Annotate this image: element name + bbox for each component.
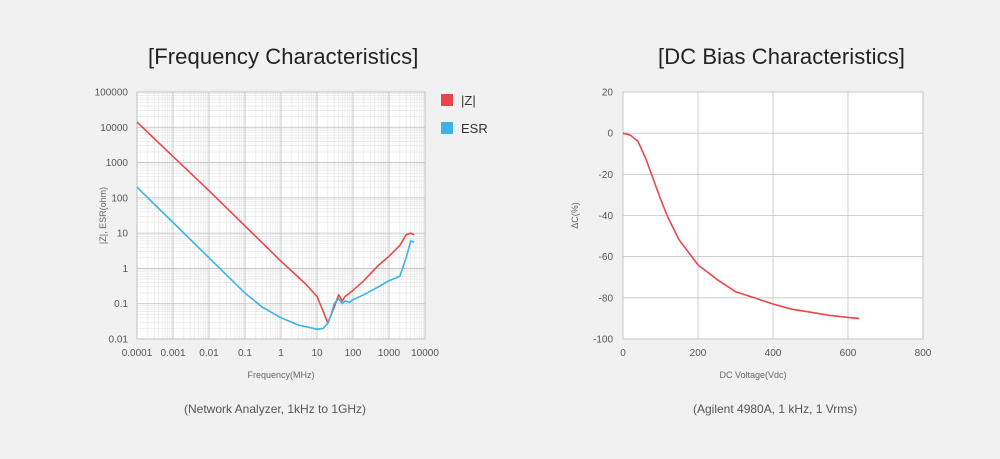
x-tick-label: 0.01	[199, 348, 219, 359]
legend-swatch	[441, 94, 453, 106]
legend-swatch	[441, 122, 453, 134]
plot-border	[622, 91, 924, 340]
x-tick-label: 400	[765, 348, 782, 359]
legend-label: ESR	[461, 121, 488, 136]
y-tick-label: 100	[111, 193, 128, 204]
x-tick-label: 10000	[411, 348, 439, 359]
y-tick-label: 0	[607, 129, 613, 140]
x-tick-label: 1	[278, 348, 284, 359]
x-tick-label: 10	[311, 348, 323, 359]
series-line-impedance	[136, 121, 415, 325]
y-tick-label: -60	[599, 252, 614, 263]
frequency-chart-caption: (Network Analyzer, 1kHz to 1GHz)	[184, 402, 367, 416]
y-tick-label: -40	[599, 211, 614, 222]
x-tick-label: 800	[915, 348, 932, 359]
x-tick-label: 0.001	[160, 348, 185, 359]
y-tick-label: -20	[599, 170, 614, 181]
x-axis-label: Frequency(MHz)	[247, 370, 314, 380]
series-line-dc-bias	[622, 132, 860, 320]
y-tick-label: 0.01	[109, 335, 129, 346]
y-tick-label: -80	[599, 293, 614, 304]
x-tick-label: 0	[620, 348, 626, 359]
series-line-esr	[136, 186, 415, 331]
y-tick-label: 1000	[106, 158, 129, 169]
x-tick-label: 100	[345, 348, 362, 359]
y-tick-label: -100	[593, 335, 613, 346]
y-tick-label: 0.1	[114, 299, 128, 310]
y-tick-label: 10	[117, 229, 129, 240]
x-tick-label: 600	[840, 348, 857, 359]
y-tick-label: 10000	[100, 123, 128, 134]
dc-bias-chart-caption: (Agilent 4980A, 1 kHz, 1 Vrms)	[693, 402, 858, 416]
frequency-chart-title: [Frequency Characteristics]	[148, 44, 419, 69]
x-tick-label: 0.1	[238, 348, 252, 359]
y-axis-label: |Z|, ESR(ohm)	[98, 187, 108, 244]
x-tick-label: 1000	[378, 348, 401, 359]
y-tick-label: 1	[122, 264, 128, 275]
legend-label: |Z|	[461, 93, 476, 108]
dc-bias-chart-title: [DC Bias Characteristics]	[658, 44, 906, 69]
y-axis-label: ΔC(%)	[570, 202, 580, 229]
x-tick-label: 0.0001	[122, 348, 153, 359]
plot-border	[136, 91, 426, 340]
x-axis-label: DC Voltage(Vdc)	[719, 370, 786, 380]
y-tick-label: 100000	[95, 88, 129, 99]
y-tick-label: 20	[602, 88, 614, 99]
x-tick-label: 200	[690, 348, 707, 359]
